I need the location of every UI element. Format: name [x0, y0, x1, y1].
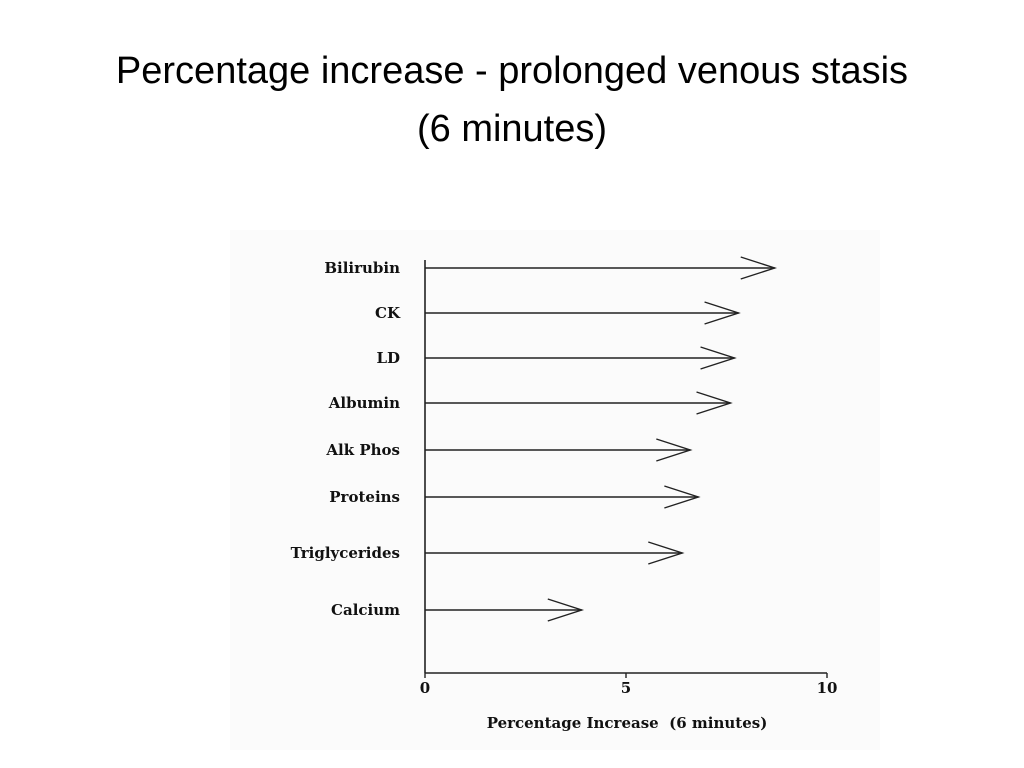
category-label-calcium: Calcium [331, 601, 400, 619]
arrow-head [664, 485, 701, 509]
arrow-head [696, 391, 733, 415]
x-tick-label: 5 [621, 679, 631, 697]
slide-title: Percentage increase - prolonged venous s… [40, 42, 984, 158]
category-label-ld: LD [376, 349, 400, 367]
arrow-chart: Bilirubin CK LD Albumin Alk Phos Proteins Trig… [291, 256, 838, 732]
chart-image: Bilirubin CK LD Albumin Alk Phos Proteins Trig… [230, 230, 880, 750]
category-label-bilirubin: Bilirubin [324, 259, 400, 277]
axes [424, 260, 827, 674]
x-tick-label: 0 [420, 679, 430, 697]
arrow-head [648, 541, 685, 565]
arrow-head [656, 438, 693, 462]
category-label-alk-phos: Alk Phos [325, 441, 400, 459]
slide-title-line-1: Percentage increase - prolonged venous s… [115, 50, 909, 92]
category-label-albumin: Albumin [328, 394, 400, 412]
arrow-ld [425, 346, 737, 370]
arrow-head [700, 346, 737, 370]
x-axis-title: Percentage Increase (6 minutes) [487, 714, 768, 732]
category-labels: Bilirubin CK LD Albumin Alk Phos Proteins Trig… [291, 259, 401, 619]
category-label-proteins: Proteins [329, 488, 400, 506]
arrow-head [547, 598, 585, 622]
arrow-calcium [425, 598, 585, 622]
arrow-albumin [425, 391, 733, 415]
arrow-head [740, 256, 778, 280]
category-label-ck: CK [375, 304, 401, 322]
x-tick-label: 10 [817, 679, 838, 697]
x-ticks: 0 5 10 [420, 673, 838, 697]
arrow-head [704, 301, 741, 325]
arrows [425, 256, 778, 622]
arrow-proteins [425, 485, 701, 509]
slide-title-line-2: (6 minutes) [416, 108, 608, 150]
arrow-triglycerides [425, 541, 685, 565]
arrow-ck [425, 301, 741, 325]
arrow-bilirubin [425, 256, 778, 280]
arrow-alk-phos [425, 438, 693, 462]
category-label-triglycerides: Triglycerides [291, 544, 400, 562]
